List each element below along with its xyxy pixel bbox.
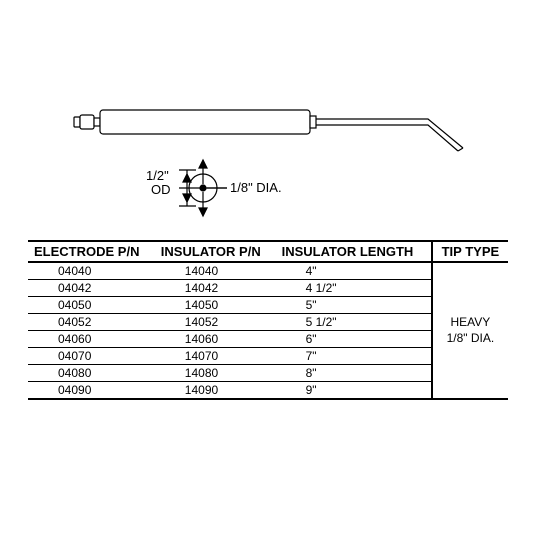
tip-type-cell: HEAVY 1/8" DIA. [432,262,508,399]
cell-ip: 14090 [155,382,276,400]
cell-ip: 14052 [155,314,276,331]
cell-ep: 04050 [28,297,155,314]
cell-il: 8" [276,365,432,382]
col-tip-type: TIP TYPE [432,241,508,262]
col-insulator-length: INSULATOR LENGTH [276,241,432,262]
cell-il: 5 1/2" [276,314,432,331]
cell-ep: 04080 [28,365,155,382]
cell-ep: 04040 [28,262,155,280]
col-electrode-pn: ELECTRODE P/N [28,241,155,262]
cell-ep: 04052 [28,314,155,331]
cell-il: 4 1/2" [276,280,432,297]
table-row: 04040 14040 4" HEAVY 1/8" DIA. [28,262,508,280]
cell-il: 9" [276,382,432,400]
electrode-diagram: 1/2" OD 1/8" DIA. [28,90,508,240]
cell-il: 7" [276,348,432,365]
cell-ip: 14070 [155,348,276,365]
cell-ep: 04060 [28,331,155,348]
cell-il: 4" [276,262,432,280]
cell-il: 5" [276,297,432,314]
tip-line2: 1/8" DIA. [447,331,495,345]
cell-ep: 04070 [28,348,155,365]
tip-line1: HEAVY [451,315,491,329]
dia-label: 1/8" DIA. [230,180,282,195]
cell-ep: 04042 [28,280,155,297]
cell-ip: 14050 [155,297,276,314]
cell-il: 6" [276,331,432,348]
od-dim-label: 1/2" [146,168,169,183]
cell-ep: 04090 [28,382,155,400]
cell-ip: 14080 [155,365,276,382]
col-insulator-pn: INSULATOR P/N [155,241,276,262]
cell-ip: 14060 [155,331,276,348]
cell-ip: 14042 [155,280,276,297]
spec-table: ELECTRODE P/N INSULATOR P/N INSULATOR LE… [28,240,508,400]
cell-ip: 14040 [155,262,276,280]
od-sub-label: OD [151,182,171,197]
